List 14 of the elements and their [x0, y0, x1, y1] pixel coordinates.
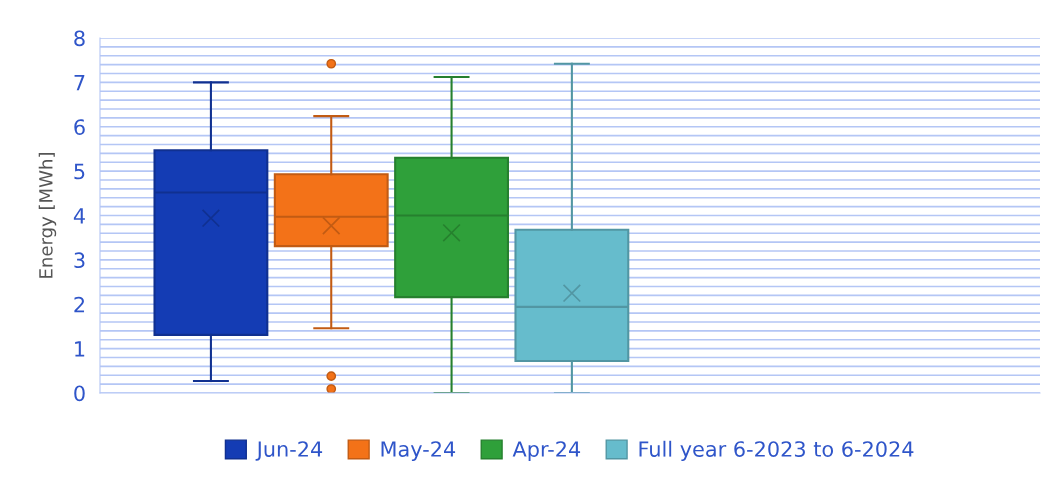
y-tick-label: 4	[73, 208, 85, 224]
y-tick-label: 3	[74, 252, 85, 269]
y-tick-label: 8	[74, 30, 85, 47]
y-axis-title: Energy [MWh]	[38, 153, 57, 278]
y-tick-label: 6	[74, 119, 85, 135]
y-tick-label: 7	[74, 75, 85, 91]
legend-label: May-24	[381, 441, 456, 461]
y-tick-label: 0	[74, 385, 85, 402]
y-tick-label: 1	[75, 341, 85, 357]
y-tick-label: 2	[74, 296, 85, 313]
y-tick-label: 5	[74, 163, 85, 180]
legend-label: Full year 6-2023 to 6-2024	[639, 440, 914, 461]
legend-label: Apr-24	[512, 441, 581, 461]
legend-label: Jun-24	[255, 441, 323, 461]
